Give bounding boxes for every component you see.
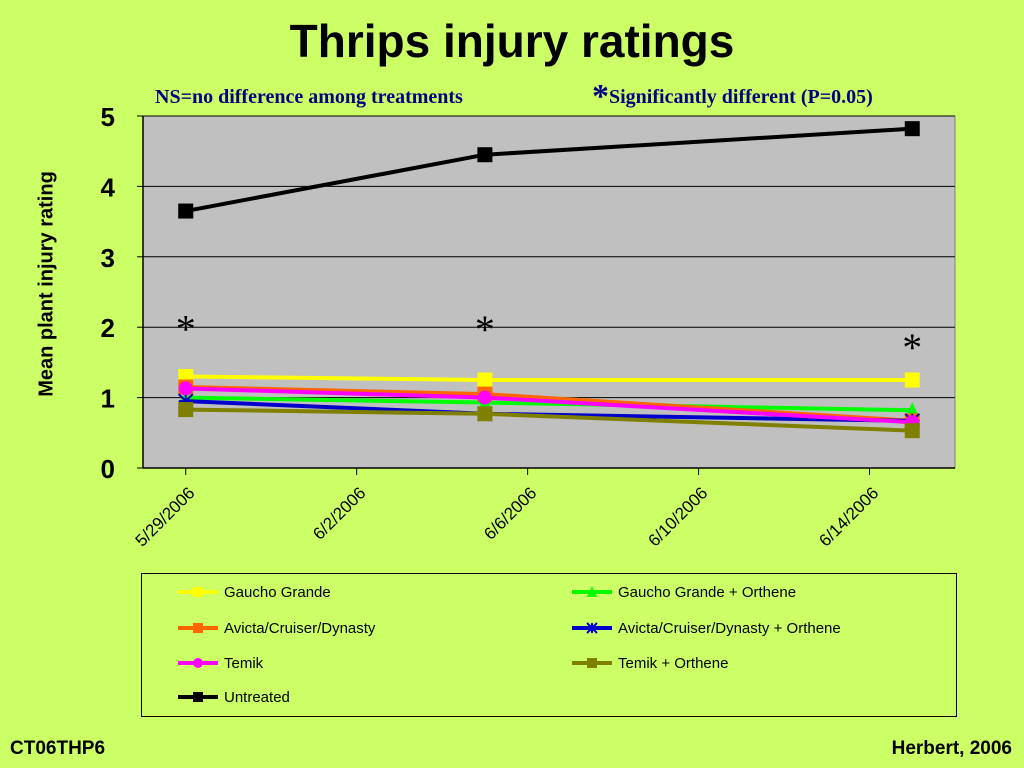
legend-swatch (572, 586, 612, 597)
significance-note-text: Significantly different (P=0.05) (609, 86, 873, 108)
series-temik-orthene (178, 402, 920, 439)
legend-swatch (572, 622, 612, 634)
legend-swatch (178, 623, 218, 633)
data-point (477, 390, 492, 405)
data-point (178, 381, 193, 396)
asterisk-stroke (586, 622, 598, 634)
data-point (178, 402, 194, 418)
data-point (477, 372, 493, 388)
x-tick-label: 6/14/2006 (815, 483, 882, 550)
legend-marker (193, 692, 203, 702)
legend-item-temik: Temik (178, 653, 263, 673)
x-tick-label: 6/6/2006 (480, 483, 540, 543)
data-point (477, 147, 493, 163)
legend-item-gaucho-grande: Gaucho Grande (178, 582, 331, 602)
significance-marker: * (902, 325, 922, 370)
x-tick-label: 6/10/2006 (644, 483, 711, 550)
y-tick-label: 5 (101, 102, 115, 132)
significance-marker: * (475, 307, 495, 352)
legend-item-untreated: Untreated (178, 687, 290, 707)
legend-item-avicta-cruiser-dynasty-orthene: Avicta/Cruiser/Dynasty + Orthene (572, 618, 841, 638)
line-chart: 0 1 2 3 4 5 5/29/2006 6/2/2006 6/6/2006 6/10/2006… (101, 102, 956, 550)
x-tick-label: 6/2/2006 (309, 483, 369, 543)
significance-marker: * (176, 306, 196, 351)
significance-star: * (592, 78, 609, 115)
legend-label: Untreated (224, 688, 290, 706)
data-point (904, 121, 920, 137)
legend-swatch (572, 658, 612, 668)
legend-swatch (178, 587, 218, 597)
legend-label: Temik (224, 654, 264, 672)
footer-citation: Herbert, 2006 (891, 738, 1012, 759)
legend-marker (587, 586, 597, 597)
legend-marker (587, 658, 597, 668)
data-point (904, 423, 920, 439)
legend-swatch (178, 658, 218, 668)
legend-marker (586, 622, 598, 634)
series-untreated (178, 121, 920, 219)
y-tick-label: 3 (101, 243, 115, 273)
y-tick-label: 4 (101, 172, 116, 202)
legend-label: Gaucho Grande + Orthene (618, 583, 797, 601)
legend-swatch (178, 692, 218, 702)
significance-note: *Significantly different (P=0.05) (592, 78, 873, 116)
ns-note: NS=no difference among treatments (155, 86, 463, 108)
chart-legend: Gaucho Grande Gaucho Grande + Orthene Avic… (141, 573, 957, 717)
y-tick-label: 1 (101, 384, 115, 414)
data-point (477, 406, 493, 422)
legend-marker (193, 623, 203, 633)
legend-item-gaucho-grande-orthene: Gaucho Grande + Orthene (572, 582, 796, 602)
legend-item-avicta-cruiser-dynasty: Avicta/Cruiser/Dynasty (178, 618, 375, 638)
chart-title: Thrips injury ratings (289, 15, 735, 67)
y-tick-label: 0 (101, 454, 115, 484)
footer-code: CT06THP6 (10, 738, 106, 759)
y-tick-label: 2 (101, 313, 115, 343)
legend-item-temik-orthene: Temik + Orthene (572, 653, 728, 673)
legend-label: Avicta/Cruiser/Dynasty (224, 619, 376, 637)
data-point (904, 372, 920, 388)
legend-label: Gaucho Grande (224, 583, 331, 601)
legend-marker (193, 658, 203, 668)
legend-label: Temik + Orthene (618, 654, 729, 672)
x-tick-label: 5/29/2006 (132, 483, 199, 550)
data-point (178, 203, 194, 219)
legend-label: Avicta/Cruiser/Dynasty + Orthene (618, 619, 841, 637)
legend-marker (193, 587, 203, 597)
